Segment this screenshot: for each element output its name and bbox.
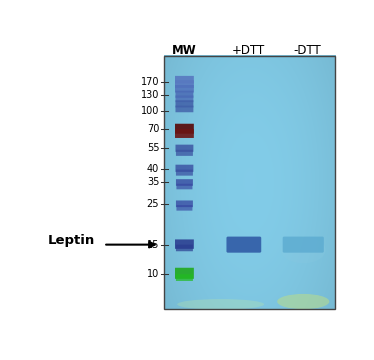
FancyBboxPatch shape [175, 165, 193, 172]
FancyBboxPatch shape [176, 179, 193, 186]
FancyBboxPatch shape [175, 95, 193, 102]
Text: 55: 55 [147, 143, 159, 153]
FancyBboxPatch shape [177, 184, 193, 189]
FancyBboxPatch shape [227, 237, 261, 253]
Text: -DTT: -DTT [294, 44, 322, 57]
FancyBboxPatch shape [175, 80, 194, 88]
Bar [164, 56, 335, 309]
Text: 170: 170 [141, 77, 159, 87]
FancyBboxPatch shape [175, 105, 193, 112]
Text: 10: 10 [147, 269, 159, 279]
FancyBboxPatch shape [175, 129, 194, 138]
Text: +DTT: +DTT [232, 44, 265, 57]
Text: 25: 25 [147, 199, 159, 209]
FancyBboxPatch shape [283, 237, 324, 253]
FancyBboxPatch shape [175, 91, 193, 98]
FancyBboxPatch shape [176, 201, 193, 207]
FancyBboxPatch shape [175, 145, 193, 152]
FancyBboxPatch shape [175, 76, 194, 84]
Text: Leptin: Leptin [48, 234, 95, 247]
Ellipse shape [277, 294, 329, 309]
FancyBboxPatch shape [175, 124, 194, 134]
Text: 130: 130 [141, 90, 159, 100]
FancyBboxPatch shape [176, 274, 193, 281]
Text: MW: MW [172, 44, 197, 57]
FancyBboxPatch shape [175, 268, 194, 279]
Text: 40: 40 [147, 163, 159, 174]
Text: 35: 35 [147, 177, 159, 188]
Ellipse shape [177, 299, 264, 310]
Ellipse shape [281, 237, 326, 263]
FancyBboxPatch shape [175, 100, 193, 108]
FancyBboxPatch shape [176, 170, 193, 176]
Text: 100: 100 [141, 107, 159, 117]
FancyBboxPatch shape [176, 150, 193, 156]
FancyBboxPatch shape [175, 239, 194, 249]
FancyBboxPatch shape [176, 244, 193, 251]
FancyBboxPatch shape [177, 205, 193, 211]
FancyBboxPatch shape [175, 85, 194, 93]
Text: 15: 15 [147, 240, 159, 249]
Text: 70: 70 [147, 124, 159, 134]
